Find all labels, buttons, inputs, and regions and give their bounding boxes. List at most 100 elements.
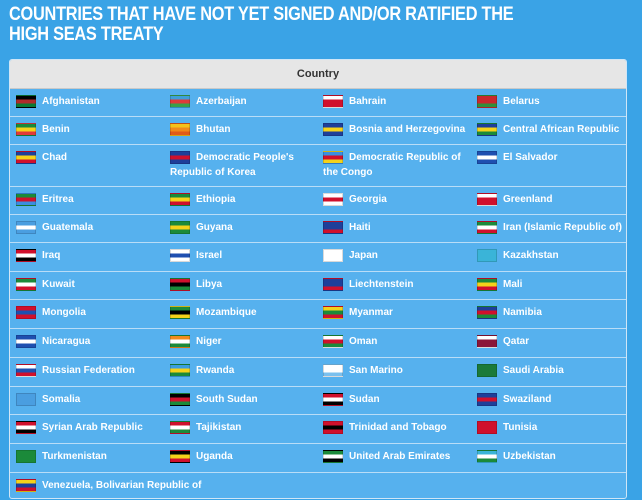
table-row: Somalia South Sudan Sudan Swaziland [10, 387, 626, 415]
flag-icon [170, 249, 190, 262]
flag-icon [323, 306, 343, 319]
flag-icon [323, 95, 343, 108]
country-name: Guatemala [42, 222, 94, 233]
country-name: Israel [196, 250, 223, 261]
flag-icon [477, 364, 497, 377]
flag-icon [16, 221, 36, 234]
country-name: Turkmenistan [42, 451, 107, 462]
country-name: Libya [196, 279, 223, 290]
country-name: El Salvador [503, 152, 558, 163]
flag-icon [16, 151, 36, 164]
flag-icon [16, 479, 36, 492]
flag-icon [170, 221, 190, 234]
flag-icon [477, 306, 497, 319]
country-name: Liechtenstein [349, 279, 414, 290]
flag-icon [170, 151, 190, 164]
country-name: Tajikistan [196, 422, 242, 433]
flag-icon [16, 95, 36, 108]
country-name: Swaziland [503, 394, 552, 405]
country-name: Saudi Arabia [503, 365, 564, 376]
country-name: Eritrea [42, 194, 74, 205]
flag-icon [170, 450, 190, 463]
country-name: South Sudan [196, 394, 258, 405]
flag-icon [170, 393, 190, 406]
country-name: Guyana [196, 222, 233, 233]
country-name: Japan [349, 250, 378, 261]
flag-icon [170, 335, 190, 348]
flag-icon [170, 306, 190, 319]
flag-icon [170, 193, 190, 206]
country-name: Sudan [349, 394, 380, 405]
flag-icon [477, 335, 497, 348]
flag-icon [323, 393, 343, 406]
table-row: Benin Bhutan Bosnia and Herzegovina Central… [10, 117, 626, 145]
table-row: Afghanistan Azerbaijan Bahrain Belarus [10, 89, 626, 117]
table-body: Afghanistan Azerbaijan Bahrain Belarus Benin… [10, 89, 626, 498]
flag-icon [16, 278, 36, 291]
flag-icon [16, 364, 36, 377]
flag-icon [16, 193, 36, 206]
table-row: Syrian Arab Republic Tajikistan Trinidad a… [10, 415, 626, 444]
country-name: Central African Republic [503, 124, 620, 135]
country-name: Mali [503, 279, 523, 290]
country-name: Namibia [503, 307, 542, 318]
country-name: Rwanda [196, 365, 235, 376]
country-name: Democratic Republic of the Congo [323, 152, 461, 178]
country-name: Tunisia [503, 422, 538, 433]
country-name: United Arab Emirates [349, 451, 451, 462]
table-row: Kuwait Libya Liechtenstein Mali [10, 272, 626, 300]
country-name: Uzbekistan [503, 451, 556, 462]
country-name: Somalia [42, 394, 81, 405]
table-row: Turkmenistan Uganda United Arab Emirates Uz… [10, 444, 626, 473]
table-row: Nicaragua Niger Oman Qatar [10, 329, 626, 358]
flag-icon [477, 421, 497, 434]
flag-icon [323, 278, 343, 291]
country-name: Belarus [503, 96, 540, 107]
flag-icon [477, 450, 497, 463]
flag-icon [323, 450, 343, 463]
country-name: Trinidad and Tobago [349, 422, 447, 433]
country-name: Syrian Arab Republic [42, 422, 143, 433]
country-name: Myanmar [349, 307, 393, 318]
country-name: Bhutan [196, 124, 231, 135]
flag-icon [16, 393, 36, 406]
page-title: COUNTRIES THAT HAVE NOT YET SIGNED AND/O… [9, 4, 514, 45]
flag-icon [323, 151, 343, 164]
country-name: Kuwait [42, 279, 75, 290]
countries-table: Country Afghanistan Azerbaijan Bahrain Bela… [9, 59, 627, 499]
country-name: Mongolia [42, 307, 86, 318]
flag-icon [16, 306, 36, 319]
country-name: Nicaragua [42, 336, 91, 347]
country-name: Uganda [196, 451, 233, 462]
flag-icon [477, 193, 497, 206]
flag-icon [16, 249, 36, 262]
country-name: Kazakhstan [503, 250, 559, 261]
country-name: Greenland [503, 194, 553, 205]
flag-icon [170, 364, 190, 377]
country-name: Ethiopia [196, 194, 236, 205]
flag-icon [323, 123, 343, 136]
flag-icon [477, 249, 497, 262]
flag-icon [170, 421, 190, 434]
table-row: Guatemala Guyana Haiti Iran (Islamic Republ… [10, 215, 626, 243]
table-header-country: Country [10, 60, 626, 89]
country-name: Azerbaijan [196, 96, 247, 107]
country-name: Venezuela, Bolivarian Republic of [42, 480, 202, 491]
flag-icon [170, 95, 190, 108]
flag-icon [323, 221, 343, 234]
flag-icon [16, 421, 36, 434]
country-name: Bosnia and Herzegovina [349, 124, 466, 135]
flag-icon [323, 249, 343, 262]
flag-icon [323, 335, 343, 348]
flag-icon [477, 95, 497, 108]
country-name: Iran (Islamic Republic of) [503, 222, 622, 233]
country-name: Georgia [349, 194, 387, 205]
flag-icon [477, 123, 497, 136]
country-name: Democratic People's Republic of Korea [170, 152, 294, 178]
country-name: Bahrain [349, 96, 387, 107]
flag-icon [170, 123, 190, 136]
country-name: Haiti [349, 222, 371, 233]
table-row: Eritrea Ethiopia Georgia Greenland [10, 187, 626, 215]
country-name: Oman [349, 336, 378, 347]
flag-icon [323, 193, 343, 206]
